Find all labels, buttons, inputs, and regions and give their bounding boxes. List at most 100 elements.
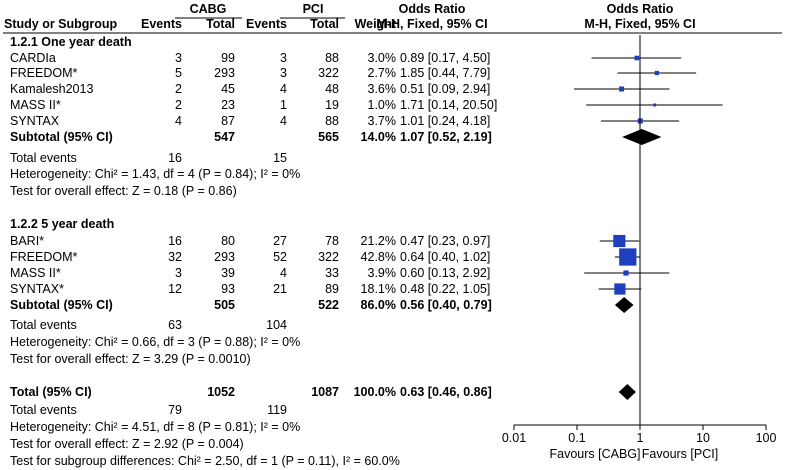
cabg-total: 87: [221, 114, 235, 128]
cabg-total: 80: [221, 234, 235, 248]
cabg-total: 93: [221, 282, 235, 296]
effect-marker: [619, 248, 637, 266]
overall-effect-text: Test for overall effect: Z = 2.92 (P = 0…: [10, 437, 244, 451]
pci-total: 88: [325, 114, 339, 128]
overall-effect-text: Test for overall effect: Z = 3.29 (P = 0…: [10, 352, 251, 366]
header-plot-method: M-H, Fixed, 95% CI: [584, 17, 696, 31]
pci-total: 48: [325, 82, 339, 96]
effect-marker: [623, 270, 629, 276]
study-weight: 18.1%: [360, 282, 396, 296]
heterogeneity-text: Heterogeneity: Chi² = 1.43, df = 4 (P = …: [10, 167, 301, 181]
total-events-pci: 119: [267, 403, 287, 417]
total-events-pci: 15: [273, 151, 287, 165]
header-events-pci: Events: [246, 17, 287, 31]
cabg-events: 12: [168, 282, 182, 296]
subtotal-diamond: [614, 297, 634, 313]
study-name: CARDIa: [10, 51, 56, 65]
study-weight: 3.9%: [367, 266, 397, 280]
cabg-events: 32: [168, 250, 182, 264]
cabg-events: 2: [175, 82, 182, 96]
overall-effect-text: Test for overall effect: Z = 0.18 (P = 0…: [10, 184, 237, 198]
pci-events: 3: [280, 51, 287, 65]
study-or-ci: 0.47 [0.23, 0.97]: [400, 234, 491, 248]
subtotal-pci-total: 522: [318, 298, 339, 312]
header-odds-ratio: Odds Ratio: [398, 2, 466, 16]
effect-marker: [654, 70, 660, 76]
study-weight: 3.0%: [367, 51, 397, 65]
subgroup-title: 1.2.1 One year death: [10, 35, 132, 49]
subtotal-weight: 14.0%: [360, 130, 396, 144]
cabg-total: 23: [221, 98, 235, 112]
cabg-total: 293: [214, 66, 235, 80]
effect-marker: [613, 234, 626, 248]
study-or-ci: 0.64 [0.40, 1.02]: [400, 250, 491, 264]
header-plot-title: Odds Ratio: [606, 2, 674, 16]
pci-total: 89: [325, 282, 339, 296]
pci-events: 4: [280, 114, 287, 128]
header-total-cabg: Total: [206, 17, 235, 31]
heterogeneity-text: Heterogeneity: Chi² = 4.51, df = 8 (P = …: [10, 420, 301, 434]
pci-total: 78: [325, 234, 339, 248]
pci-total: 33: [325, 266, 339, 280]
pci-events: 21: [273, 282, 287, 296]
cabg-events: 3: [175, 266, 182, 280]
header-group-pci: PCI: [302, 2, 324, 16]
cabg-events: 4: [175, 114, 182, 128]
study-weight: 3.7%: [367, 114, 397, 128]
cabg-events: 16: [168, 234, 182, 248]
total-events-pci: 104: [266, 318, 287, 332]
total-label: Total (95% CI): [10, 385, 92, 399]
total-pci: 1087: [311, 385, 339, 399]
study-or-ci: 1.01 [0.24, 4.18]: [400, 114, 491, 128]
x-axis-tick-label: 10: [696, 431, 710, 445]
pci-events: 52: [273, 250, 287, 264]
pci-events: 4: [280, 82, 287, 96]
study-name: MASS II*: [10, 266, 61, 280]
effect-marker: [614, 283, 626, 295]
subtotal-pci-total: 565: [318, 130, 339, 144]
subtotal-diamond: [622, 129, 662, 145]
study-name: Kamalesh2013: [10, 82, 94, 96]
subtotal-or-ci: 1.07 [0.52, 2.19]: [400, 130, 492, 144]
study-or-ci: 1.85 [0.44, 7.79]: [400, 66, 491, 80]
total-or-ci: 0.63 [0.46, 0.86]: [400, 385, 492, 399]
header-study: Study or Subgroup: [4, 17, 118, 31]
cabg-total: 99: [221, 51, 235, 65]
study-or-ci: 0.89 [0.17, 4.50]: [400, 51, 491, 65]
subtotal-cabg-total: 547: [214, 130, 235, 144]
study-weight: 42.8%: [360, 250, 396, 264]
cabg-total: 39: [221, 266, 235, 280]
effect-marker: [634, 55, 640, 61]
study-weight: 21.2%: [360, 234, 396, 248]
study-or-ci: 0.51 [0.09, 2.94]: [400, 82, 491, 96]
x-axis-tick-label: 0.01: [501, 431, 527, 445]
study-name: FREEDOM*: [10, 250, 78, 264]
study-name: SYNTAX*: [10, 282, 64, 296]
pci-total: 19: [325, 98, 339, 112]
favours-pci-label: Favours [PCI]: [641, 447, 719, 461]
pci-total: 322: [318, 250, 339, 264]
pci-events: 1: [280, 98, 287, 112]
pci-events: 27: [273, 234, 287, 248]
header-total-pci: Total: [310, 17, 339, 31]
pci-events: 4: [280, 266, 287, 280]
subtotal-cabg-total: 505: [214, 298, 235, 312]
cabg-events: 2: [175, 98, 182, 112]
total-events-cabg: 63: [168, 318, 182, 332]
x-axis-tick-label: 1: [636, 431, 644, 445]
heterogeneity-text: Heterogeneity: Chi² = 0.66, df = 3 (P = …: [10, 335, 301, 349]
cabg-events: 5: [175, 66, 182, 80]
header-weight: Weight: [354, 17, 396, 31]
cabg-events: 3: [175, 51, 182, 65]
total-diamond: [618, 384, 636, 400]
subgroup-differences-text: Test for subgroup differences: Chi² = 2.…: [10, 454, 400, 468]
study-or-ci: 1.71 [0.14, 20.50]: [400, 98, 498, 112]
subtotal-label: Subtotal (95% CI): [10, 298, 113, 312]
study-weight: 1.0%: [367, 98, 397, 112]
favours-cabg-label: Favours [CABG]: [549, 447, 641, 461]
study-weight: 2.7%: [367, 66, 397, 80]
subtotal-weight: 86.0%: [360, 298, 396, 312]
pci-events: 3: [280, 66, 287, 80]
study-weight: 3.6%: [367, 82, 397, 96]
